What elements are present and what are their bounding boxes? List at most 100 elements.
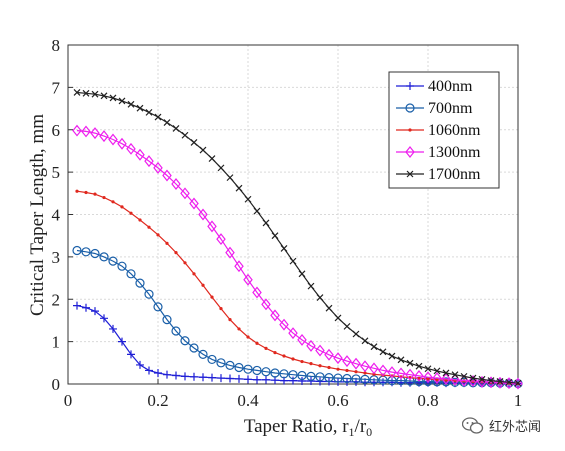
data-point <box>72 124 82 137</box>
data-point <box>270 309 280 322</box>
data-point <box>192 272 196 276</box>
data-point <box>219 306 223 311</box>
data-point <box>118 97 126 105</box>
data-point <box>145 108 153 116</box>
data-point <box>75 189 79 193</box>
series-1060nm <box>75 189 520 386</box>
data-point <box>198 208 208 221</box>
y-tick-label: 1 <box>52 333 61 352</box>
y-tick-label: 2 <box>52 290 61 309</box>
data-point <box>235 374 243 383</box>
data-point <box>189 197 199 210</box>
data-point <box>163 119 171 126</box>
data-point <box>424 365 432 373</box>
data-point <box>181 131 189 139</box>
legend-entry: 400nm <box>396 78 473 95</box>
wechat-bubble-icon <box>462 416 484 434</box>
data-point <box>369 362 379 375</box>
data-point <box>210 295 214 299</box>
data-point <box>300 359 304 364</box>
data-point <box>183 261 187 265</box>
legend-swatch-marker <box>406 170 414 178</box>
data-point <box>91 307 99 316</box>
data-point <box>333 352 343 365</box>
legend-label: 1300nm <box>428 144 481 161</box>
data-point <box>174 251 178 255</box>
data-point <box>217 164 225 172</box>
series-1700nm <box>73 89 522 387</box>
data-point <box>360 360 370 373</box>
watermark-text: 红外芯闻 <box>489 420 542 435</box>
data-point <box>135 278 145 288</box>
data-point <box>513 377 523 390</box>
data-point <box>298 270 306 278</box>
data-point <box>426 377 430 381</box>
legend-label: 1060nm <box>428 122 481 139</box>
data-point <box>73 301 81 310</box>
data-point <box>307 282 315 290</box>
data-point <box>217 374 225 383</box>
data-point <box>91 90 99 98</box>
data-point <box>351 374 361 384</box>
x-tick-label: 0.4 <box>237 391 259 410</box>
data-point <box>423 371 433 384</box>
data-point <box>144 155 154 168</box>
data-point <box>144 289 154 299</box>
data-point <box>352 330 360 338</box>
watermark: 红外芯闻 <box>462 416 541 435</box>
data-point <box>208 155 216 162</box>
data-point <box>441 377 451 387</box>
data-point <box>487 377 495 385</box>
y-tick-label: 8 <box>52 36 61 55</box>
data-point <box>180 187 190 200</box>
data-point <box>171 178 181 190</box>
data-point <box>216 358 226 368</box>
data-point <box>234 362 244 373</box>
data-point <box>405 368 415 381</box>
data-point <box>289 376 297 385</box>
data-point <box>316 377 324 386</box>
data-point <box>261 367 271 377</box>
data-point <box>127 100 135 108</box>
data-point <box>279 318 289 331</box>
data-point <box>147 225 151 229</box>
data-point <box>297 333 307 346</box>
data-point <box>288 327 298 340</box>
data-point <box>361 337 369 345</box>
data-point <box>324 373 334 383</box>
data-point <box>334 314 342 322</box>
data-point <box>388 352 396 360</box>
x-tick-label: 1 <box>514 391 523 410</box>
data-point <box>138 218 142 222</box>
data-point <box>363 371 367 375</box>
data-point <box>414 369 424 382</box>
data-point <box>235 184 243 192</box>
data-point <box>162 314 172 325</box>
data-point <box>252 286 262 299</box>
data-point <box>469 374 477 382</box>
data-point <box>129 211 133 215</box>
data-point <box>396 367 406 380</box>
data-point <box>181 372 189 381</box>
data-point <box>378 364 388 377</box>
data-point <box>136 360 144 369</box>
data-point <box>99 252 109 262</box>
y-tick-label: 3 <box>52 248 61 267</box>
data-point <box>460 372 468 380</box>
data-point <box>345 368 349 373</box>
data-point <box>126 142 136 155</box>
data-point <box>198 349 208 359</box>
data-point <box>73 89 81 96</box>
data-point <box>325 304 333 312</box>
data-point <box>279 369 289 379</box>
data-point <box>102 195 106 200</box>
data-point <box>111 200 115 204</box>
data-point <box>117 261 127 271</box>
y-axis-label: Critical Taper Length, mm <box>27 114 48 316</box>
y-axis: 0 1 2 3 4 5 6 7 8 <box>52 36 73 394</box>
data-point <box>379 348 387 356</box>
data-point <box>199 373 207 382</box>
data-point <box>291 357 295 361</box>
data-point <box>342 373 352 384</box>
